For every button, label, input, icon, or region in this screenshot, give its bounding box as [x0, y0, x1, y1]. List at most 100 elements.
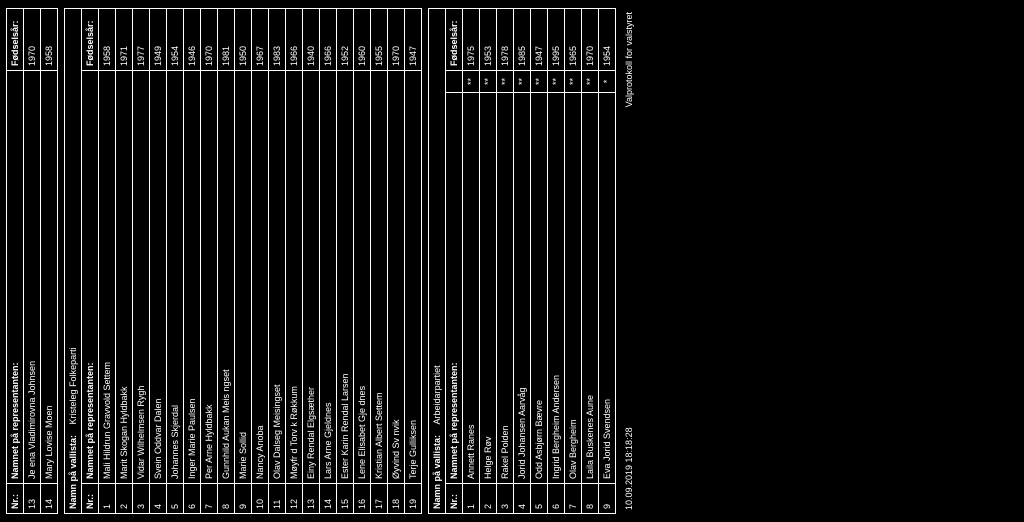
table-row: 1Annett Ranes**1975 [463, 9, 480, 514]
col-nr-header: Nr.: [82, 484, 99, 514]
cell-year: 1940 [303, 9, 320, 71]
table-row: 13Je ena Vladimirovna Johnsen1970 [24, 9, 41, 514]
cell-mark: * [599, 71, 616, 93]
table-row: 5Johannes Skjerdal1954 [167, 9, 184, 514]
cell-name: Johannes Skjerdal [167, 71, 184, 484]
page-footer: 10.09.2019 18:18:28 Valprotokoll for val… [622, 8, 634, 514]
cell-year: 1967 [252, 9, 269, 71]
cell-year: 1966 [320, 9, 337, 71]
table-row: 19Terje Gulliksen1947 [405, 9, 422, 514]
cell-year: 1983 [269, 9, 286, 71]
table-row: 8Laila Buskenes Aune**1970 [582, 9, 599, 514]
list-heading-row: Namn på vallista: Kristeleg Folkeparti [65, 9, 82, 514]
cell-year: 1947 [405, 9, 422, 71]
table-header-row: Nr.: Namnet på representanten: Fødselsår… [7, 9, 24, 514]
cell-nr: 13 [24, 484, 41, 514]
col-year-header: Fødselsår: [7, 9, 24, 71]
list-heading-label: Namn på vallista: [432, 435, 442, 509]
cell-name: Møyfr d Torv k Røkkum [286, 71, 303, 484]
table-row: 7Per Arne Hyldbakk1970 [201, 9, 218, 514]
cell-nr: 6 [548, 484, 565, 514]
col-nr-header: Nr.: [446, 484, 463, 514]
cell-mark: ** [463, 71, 480, 93]
table-row: 14Lars Arne Gjeldnes1966 [320, 9, 337, 514]
cell-nr: 2 [480, 484, 497, 514]
cell-name: Jorid Johansen Aarvåg [514, 93, 531, 484]
table-row: 16Lene Elisabet Gje dnes1960 [354, 9, 371, 514]
cell-mark: ** [548, 71, 565, 93]
cell-nr: 9 [599, 484, 616, 514]
table-row: 18Øyvind Sv nvik1970 [388, 9, 405, 514]
cell-nr: 5 [531, 484, 548, 514]
cell-year: 1975 [463, 9, 480, 71]
cell-nr: 5 [167, 484, 184, 514]
cell-nr: 11 [269, 484, 286, 514]
cell-name: Eva Jorid Svendsen [599, 93, 616, 484]
cell-name: Ingrid Bergheim Andersen [548, 93, 565, 484]
page: Nr.: Namnet på representanten: Fødselsår… [0, 0, 1024, 522]
cell-year: 1971 [116, 9, 133, 71]
cell-mark: ** [514, 71, 531, 93]
cell-nr: 7 [565, 484, 582, 514]
cell-mark: ** [531, 71, 548, 93]
cell-name: Olav Bergheim [565, 93, 582, 484]
cell-year: 1970 [201, 9, 218, 71]
cell-year: 1970 [582, 9, 599, 71]
cell-nr: 12 [286, 484, 303, 514]
cell-year: 1954 [599, 9, 616, 71]
cell-name: Je ena Vladimirovna Johnsen [24, 71, 41, 484]
cell-name: Inger Marie Paulsen [184, 71, 201, 484]
table-row: 9Marie Sollid1950 [235, 9, 252, 514]
table-header-row: Nr.: Namnet på representanten: Fødselsår… [82, 9, 99, 514]
cell-name: Vidar Wilhelmsen Rygh [133, 71, 150, 484]
table-row: 1Mali Hildrun Gravvold Settem1958 [99, 9, 116, 514]
cell-year: 1947 [531, 9, 548, 71]
cell-year: 1965 [565, 9, 582, 71]
cell-year: 1985 [514, 9, 531, 71]
footer-timestamp: 10.09.2019 18:18:28 [624, 427, 634, 510]
list-heading-cell: Namn på vallista: Arbeidarpartiet [429, 9, 446, 514]
cell-year: 1995 [548, 9, 565, 71]
cell-mark: ** [582, 71, 599, 93]
cell-name: Gunnhild Aukan Meis ngset [218, 71, 235, 484]
cell-nr: 7 [201, 484, 218, 514]
col-nr-header: Nr.: [7, 484, 24, 514]
cell-name: Svein Oddvar Dalen [150, 71, 167, 484]
cell-mark: ** [480, 71, 497, 93]
cell-name: Laila Buskenes Aune [582, 93, 599, 484]
cell-year: 1953 [480, 9, 497, 71]
cell-nr: 13 [303, 484, 320, 514]
table-section-1: Nr.: Namnet på representanten: Fødselsår… [6, 8, 58, 514]
table-header-row: Nr.: Namnet på representanten: Fødselsår… [446, 9, 463, 514]
table-row: 5Odd Asbjørn Bævre**1947 [531, 9, 548, 514]
cell-nr: 3 [497, 484, 514, 514]
table-row: 17Kristian Albert Settem1955 [371, 9, 388, 514]
cell-name: Terje Gulliksen [405, 71, 422, 484]
table-row: 3Vidar Wilhelmsen Rygh1977 [133, 9, 150, 514]
cell-year: 1970 [388, 9, 405, 71]
cell-nr: 2 [116, 484, 133, 514]
footer-title: Valprotokoll for valstyret [624, 12, 634, 107]
list-party-name: Arbeidarpartiet [432, 365, 442, 424]
cell-nr: 17 [371, 484, 388, 514]
cell-year: 1981 [218, 9, 235, 71]
cell-year: 1949 [150, 9, 167, 71]
cell-nr: 14 [41, 484, 58, 514]
table-row: 4Svein Oddvar Dalen1949 [150, 9, 167, 514]
cell-year: 1958 [41, 9, 58, 71]
col-name-header: Namnet på representanten: [446, 93, 463, 484]
list-heading-cell: Namn på vallista: Kristeleg Folkeparti [65, 9, 82, 514]
cell-year: 1958 [99, 9, 116, 71]
cell-name: Helge Røv [480, 93, 497, 484]
cell-nr: 19 [405, 484, 422, 514]
cell-year: 1955 [371, 9, 388, 71]
table-row: 9Eva Jorid Svendsen*1954 [599, 9, 616, 514]
list-heading-row: Namn på vallista: Arbeidarpartiet [429, 9, 446, 514]
cell-name: Per Arne Hyldbakk [201, 71, 218, 484]
table-row: 13Einy Rendal Elgsæther1940 [303, 9, 320, 514]
cell-name: Marie Sollid [235, 71, 252, 484]
cell-name: Nancy Anoba [252, 71, 269, 484]
table-row: 4Jorid Johansen Aarvåg**1985 [514, 9, 531, 514]
table-row: 15Ester Karin Rendal Larsen1952 [337, 9, 354, 514]
col-year-header: Fødselsår: [82, 9, 99, 71]
